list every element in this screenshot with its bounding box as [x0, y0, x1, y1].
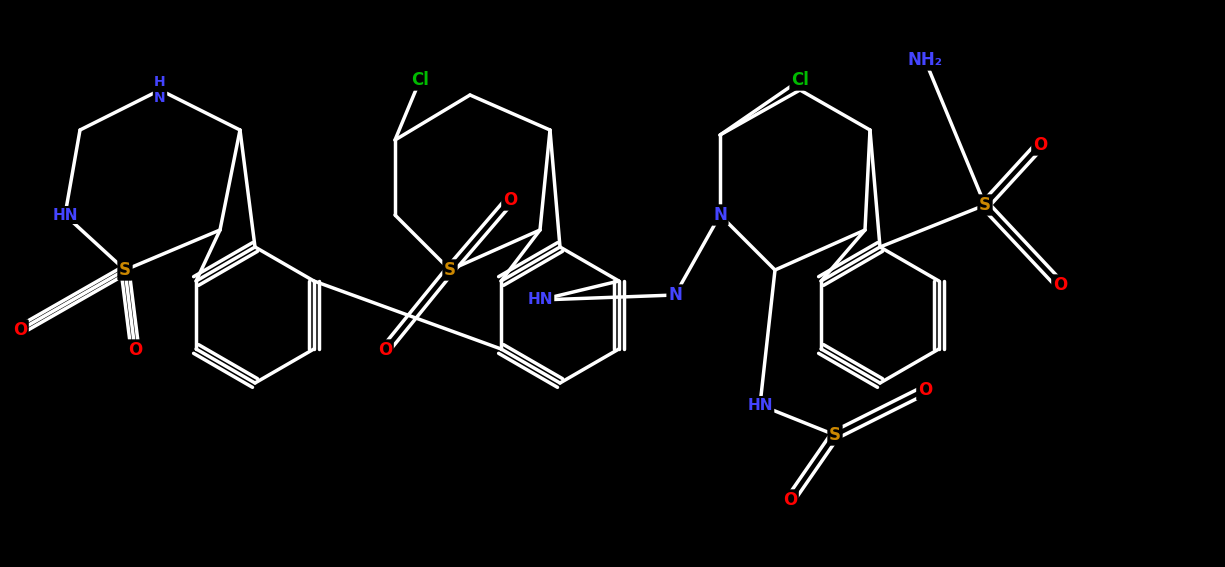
Text: Cl: Cl — [791, 71, 808, 89]
Text: H
N: H N — [154, 75, 165, 105]
Text: HN: HN — [527, 293, 552, 307]
Text: HN: HN — [747, 397, 773, 413]
Text: O: O — [1033, 136, 1047, 154]
Text: O: O — [503, 191, 517, 209]
Text: S: S — [979, 196, 991, 214]
Text: O: O — [127, 341, 142, 359]
Text: Cl: Cl — [412, 71, 429, 89]
Text: N: N — [668, 286, 682, 304]
Text: S: S — [829, 426, 842, 444]
Text: S: S — [443, 261, 456, 279]
Text: O: O — [783, 491, 797, 509]
Text: HN: HN — [53, 208, 77, 222]
Text: O: O — [1052, 276, 1067, 294]
Text: O: O — [13, 321, 27, 339]
Text: NH₂: NH₂ — [908, 51, 942, 69]
Text: S: S — [119, 261, 131, 279]
Text: O: O — [377, 341, 392, 359]
Text: O: O — [918, 381, 932, 399]
Text: N: N — [713, 206, 726, 224]
